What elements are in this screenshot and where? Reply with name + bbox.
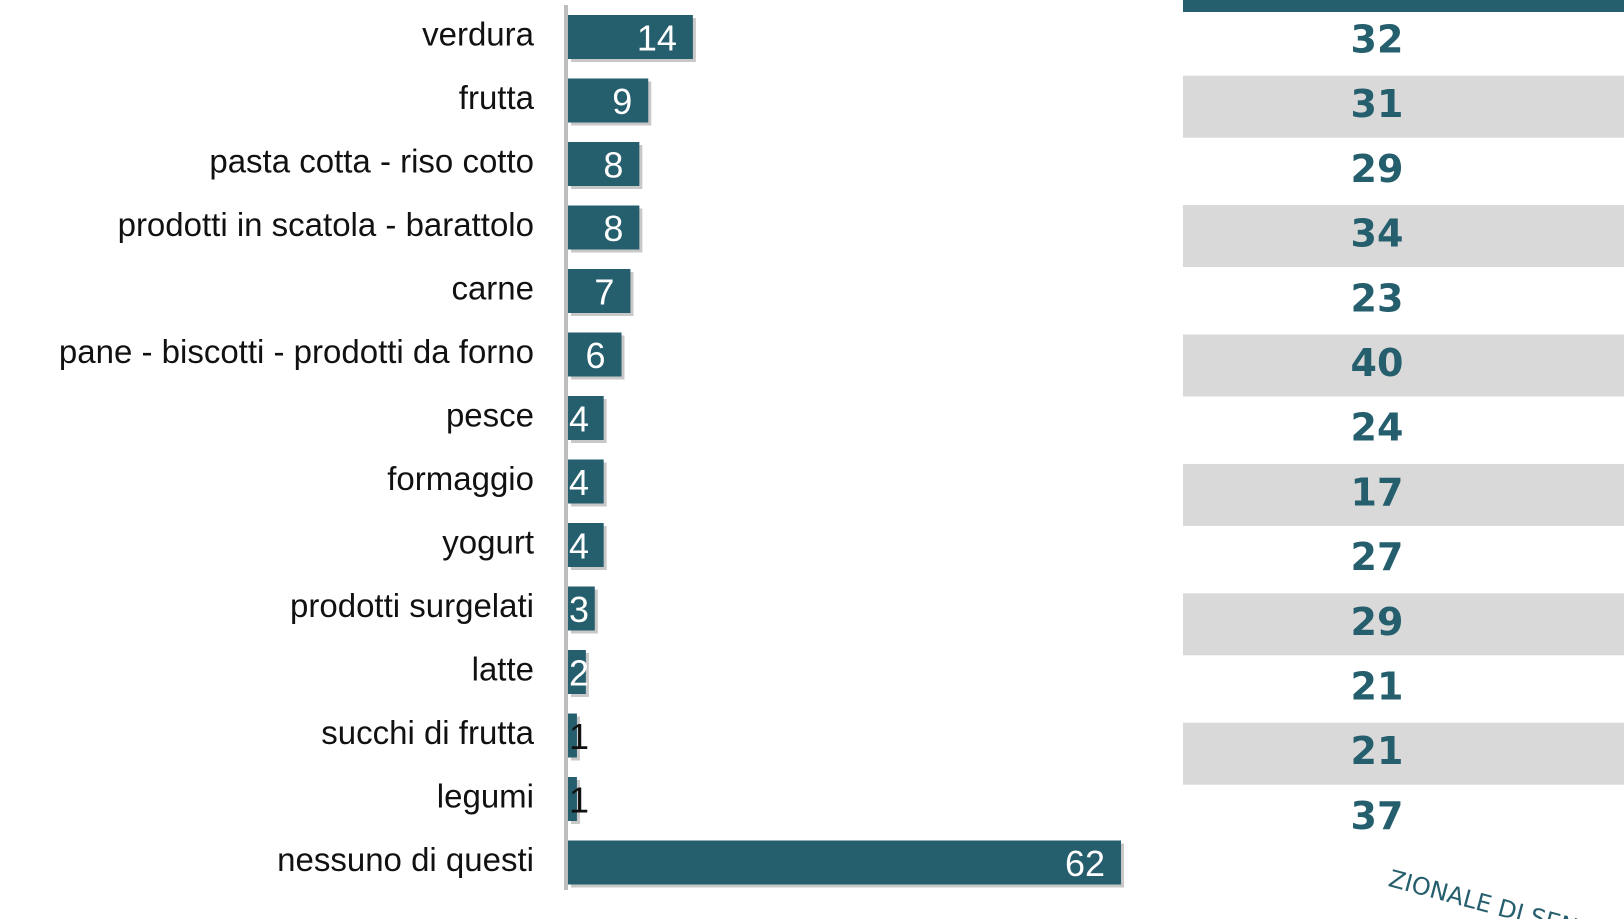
- table-cell: 21: [1351, 729, 1404, 773]
- table-cell: 29: [1351, 600, 1404, 644]
- bar: [568, 840, 1121, 885]
- category-label: legumi: [437, 778, 534, 815]
- value-label: 1: [569, 716, 589, 757]
- category-label: verdura: [422, 16, 535, 53]
- value-label: 4: [569, 526, 589, 567]
- table-cell: 24: [1351, 406, 1404, 450]
- bar: [568, 78, 649, 123]
- bar: [568, 205, 640, 250]
- table-cell: 17: [1351, 470, 1404, 514]
- table-row-bg: [1183, 463, 1624, 526]
- table-cell: 32: [1351, 18, 1404, 62]
- value-label: 9: [612, 81, 632, 122]
- value-label: 62: [1065, 843, 1105, 884]
- table-row-bg: [1183, 205, 1624, 268]
- category-label: yogurt: [442, 524, 534, 561]
- value-label: 14: [637, 18, 677, 59]
- value-label: 6: [585, 335, 605, 376]
- value-label: 2: [569, 653, 589, 694]
- category-label: pane - biscotti - prodotti da forno: [59, 333, 534, 370]
- bar: [568, 142, 640, 186]
- table-cell: 37: [1351, 794, 1404, 838]
- bar: [568, 269, 631, 313]
- table-cell: 31: [1351, 82, 1404, 126]
- category-label: succhi di frutta: [321, 714, 534, 751]
- table-cell: 27: [1351, 535, 1404, 579]
- category-label: nessuno di questi: [277, 841, 534, 878]
- category-label: pesce: [446, 397, 534, 434]
- category-label: prodotti surgelati: [290, 587, 534, 624]
- value-label: 8: [603, 208, 623, 249]
- table-cell: 34: [1351, 212, 1404, 256]
- table-row-bg: [1183, 722, 1624, 785]
- bar: [568, 777, 577, 821]
- value-label: 1: [569, 780, 589, 821]
- category-label: formaggio: [387, 460, 534, 497]
- bar: [568, 332, 622, 377]
- table-row-bg: [1183, 334, 1624, 397]
- category-label: frutta: [459, 79, 535, 116]
- category-label: pasta cotta - riso cotto: [209, 143, 534, 180]
- value-label: 3: [569, 589, 589, 630]
- category-label: prodotti in scatola - barattolo: [118, 206, 534, 243]
- bar: [568, 459, 604, 504]
- table-header: [1183, 0, 1624, 12]
- table-row-bg: [1183, 75, 1624, 138]
- category-label: carne: [451, 270, 534, 307]
- bar: [568, 713, 577, 758]
- table-cell: 40: [1351, 341, 1404, 385]
- bar: [568, 586, 595, 631]
- category-label: latte: [472, 651, 534, 688]
- bar: [568, 650, 586, 694]
- table-cell: 21: [1351, 665, 1404, 709]
- bar: [568, 15, 693, 59]
- bar: [568, 396, 604, 440]
- table-row-bg: [1183, 593, 1624, 656]
- value-label: 4: [569, 462, 589, 503]
- bar: [568, 523, 604, 567]
- table-cell: 29: [1351, 147, 1404, 191]
- value-label: 7: [594, 272, 614, 313]
- value-label: 8: [603, 145, 623, 186]
- value-label: 4: [569, 399, 589, 440]
- table-cell: 23: [1351, 276, 1404, 320]
